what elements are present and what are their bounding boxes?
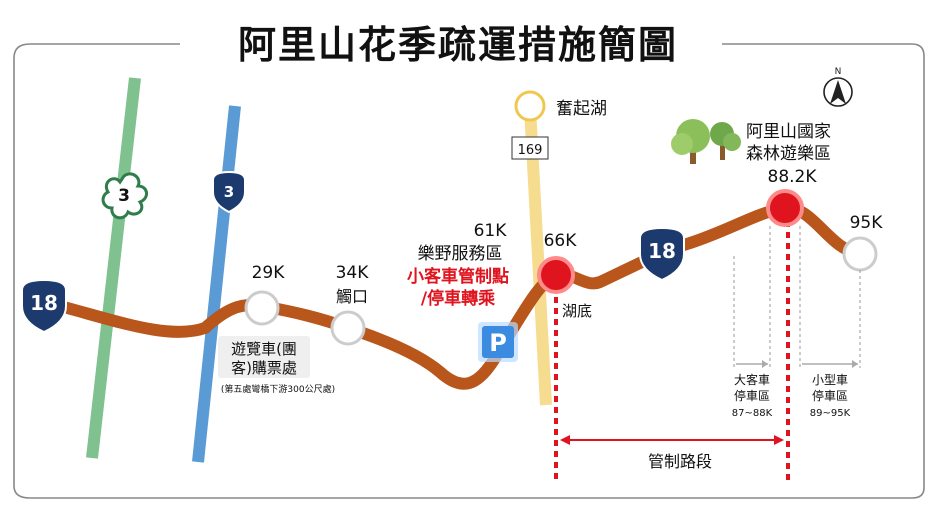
car-parking-range-label: 89~95K [810, 408, 851, 419]
compass-north-icon: N [823, 67, 853, 107]
map-frame [13, 43, 925, 499]
label-29k: 29K [252, 263, 286, 283]
marker-66k [537, 256, 575, 294]
label-66k: 66K [544, 231, 578, 251]
route-3-blue-shield: 3 [212, 170, 246, 214]
marker-34k [330, 310, 366, 346]
route-3-green-shield: 3 [101, 172, 148, 220]
label-95k: 95K [850, 213, 884, 233]
ticket-note: (第五處彎橋下游300公尺處) [221, 383, 335, 395]
marker-95k [842, 236, 878, 272]
forest-trees-icon [671, 119, 741, 164]
ticket-line2: 客)購票處 [231, 359, 297, 377]
route-3-green-label: 3 [118, 186, 130, 206]
label-61k-control: 小客車管制點 [407, 266, 509, 287]
parking-icon: P [478, 322, 518, 362]
ticket-line1: 遊覽車(團 [231, 340, 297, 358]
bus-parking-line1: 大客車 [734, 372, 770, 387]
bus-parking-line2: 停車區 [734, 388, 770, 403]
map-title: 阿里山花季疏運措施簡圖 [238, 23, 678, 67]
bus-parking-arrow [762, 360, 768, 368]
route-18-shield-right: 18 [639, 226, 685, 282]
label-61k-transfer: /停車轉乘 [421, 288, 495, 309]
park-name-line1: 阿里山國家 [746, 122, 831, 142]
label-61k-place: 樂野服務區 [418, 244, 503, 264]
ticket-box [218, 336, 310, 378]
lake-name: 奮起湖 [556, 99, 607, 119]
compass-label: N [835, 67, 842, 77]
car-parking-line2: 停車區 [812, 388, 848, 403]
route-3-blue-label: 3 [224, 183, 234, 201]
control-arrow-right [774, 435, 784, 445]
lake-marker [514, 90, 546, 122]
control-section-label: 管制路段 [648, 452, 712, 471]
car-parking-arrow [852, 360, 858, 368]
blue-route-line [192, 105, 241, 463]
car-parking-line1: 小型車 [812, 373, 848, 387]
park-name-line2: 森林遊樂區 [746, 144, 831, 164]
label-34k: 34K [336, 263, 370, 283]
parking-label: P [489, 329, 507, 357]
route-18-label-left: 18 [30, 291, 58, 315]
marker-88k [766, 189, 804, 227]
route-169-label: 169 [518, 143, 543, 158]
route-169-box [511, 136, 549, 160]
label-66k-place: 湖底 [562, 302, 592, 320]
green-route-line [86, 77, 141, 459]
bus-parking-range-label: 87~88K [732, 408, 773, 419]
label-61k: 61K [474, 221, 508, 241]
marker-29k [244, 290, 280, 326]
route-18-label-right: 18 [648, 239, 676, 263]
control-label-bg [640, 448, 720, 472]
label-88k: 88.2K [768, 167, 818, 187]
label-34k-place: 觸口 [336, 287, 368, 306]
route-18-shield-left: 18 [21, 278, 67, 334]
control-arrow-left [560, 435, 570, 445]
